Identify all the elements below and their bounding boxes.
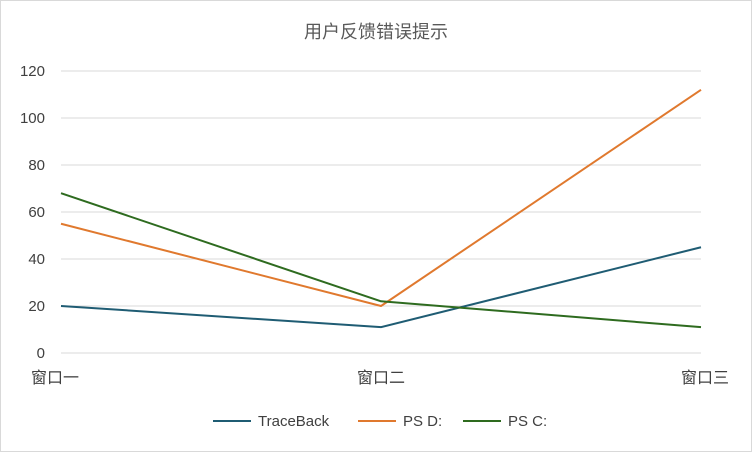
y-tick-label: 120 xyxy=(20,63,45,80)
y-tick-label: 20 xyxy=(28,298,45,315)
legend-label: PS D: xyxy=(403,413,442,430)
series-line-2 xyxy=(60,192,702,329)
legend-label: PS C: xyxy=(508,413,547,430)
x-category-label: 窗口一 xyxy=(31,369,79,387)
chart-title: 用户反馈错误提示 xyxy=(304,22,448,42)
series-lines xyxy=(60,88,702,329)
series-line-0 xyxy=(60,246,702,329)
x-category-label: 窗口三 xyxy=(681,369,729,387)
y-tick-label: 0 xyxy=(37,345,45,362)
y-tick-label: 40 xyxy=(28,251,45,268)
y-axis-ticks: 0 20 40 60 80 100 120 xyxy=(20,63,45,362)
gridlines xyxy=(61,70,701,354)
legend: TraceBack PS D: PS C: xyxy=(213,413,547,430)
x-category-label: 窗口二 xyxy=(357,369,405,387)
x-axis-categories: 窗口一 窗口二 窗口三 xyxy=(31,369,729,387)
series-line-1 xyxy=(60,88,702,307)
y-tick-label: 60 xyxy=(28,204,45,221)
y-tick-label: 80 xyxy=(28,157,45,174)
legend-label: TraceBack xyxy=(258,413,330,430)
y-tick-label: 100 xyxy=(20,110,45,127)
